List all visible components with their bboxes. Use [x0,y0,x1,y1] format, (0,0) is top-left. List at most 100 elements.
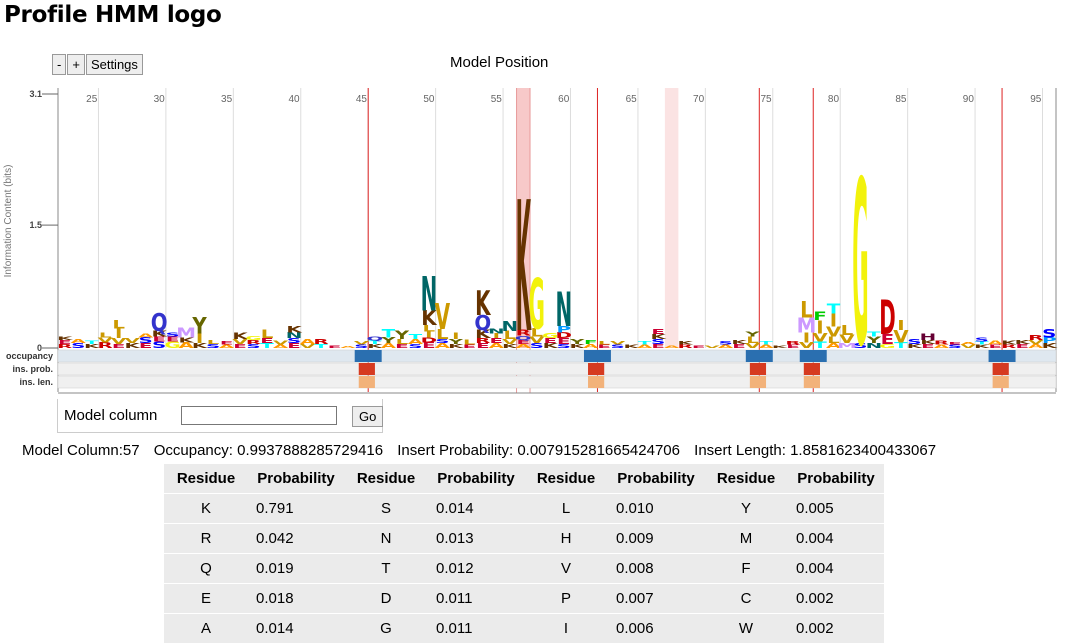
residue-glyph: A [664,345,679,349]
residue-glyph: F [584,339,598,346]
residue-glyph: S [975,336,989,343]
insert-probability-value: Insert Probability: 0.007915281665424706 [397,442,680,459]
residue-cell: H [524,524,608,554]
residue-glyph: R [785,341,800,346]
residue-glyph: T [85,340,99,345]
table-header-row: Residue Probability Residue Probability … [164,464,884,494]
residue-cell: D [344,584,428,614]
settings-button[interactable]: Settings [86,54,143,75]
x-tick-label: 45 [356,94,368,105]
insert-length-cell [359,376,375,388]
zoom-controls: - + Settings [52,54,144,75]
residue-glyph: L [261,328,274,341]
x-tick-label: 85 [895,94,907,105]
y-tick-label: 1.5 [29,220,42,230]
x-tick-label: 30 [154,94,166,105]
residue-cell: V [524,554,608,584]
residue-glyph: R [934,340,949,347]
row-band [58,376,1056,388]
residue-glyph: E [651,328,665,336]
residue-glyph: A [961,342,976,346]
residue-glyph: L [99,331,112,339]
x-tick-label: 40 [288,94,300,105]
x-tick-label: 95 [1030,94,1042,105]
insert-length-cell [588,376,604,388]
probability-cell: 0.009 [608,524,704,554]
residue-glyph: K [677,341,694,346]
residue-glyph: L [112,318,125,331]
residue-cell: K [164,494,248,524]
x-tick-label: 25 [86,94,98,105]
probability-cell: 0.019 [248,554,344,584]
occupancy-cell [800,350,827,362]
probability-cell: 0.042 [248,524,344,554]
go-button[interactable]: Go [352,406,383,427]
probability-cell: 0.004 [788,554,884,584]
insert-length-cell [993,376,1009,388]
residue-cell: Y [704,494,788,524]
highlight-column [665,88,678,348]
column-header: Probability [608,464,704,494]
residue-cell: N [344,524,428,554]
zoom-in-button[interactable]: + [67,54,85,75]
x-tick-label: 70 [693,94,705,105]
column-header: Probability [248,464,344,494]
row-label: ins. len. [19,377,53,387]
residue-glyph: I [897,317,904,333]
x-tick-label: 55 [491,94,503,105]
table-row: Q 0.019 T 0.012 V 0.008 F 0.004 [164,554,884,584]
zoom-out-button[interactable]: - [52,54,66,75]
x-tick-label: 90 [963,94,975,105]
probability-cell: 0.018 [248,584,344,614]
x-axis-title: Model Position [450,54,548,71]
probability-cell: 0.010 [608,494,704,524]
residue-glyph: E [220,341,234,346]
probability-cell: 0.004 [788,524,884,554]
probability-cell: 0.007 [608,584,704,614]
residue-glyph: A [340,346,355,349]
probability-cell: 0.012 [428,554,524,584]
model-column-label: Model column [64,407,157,424]
residue-glyph: L [800,296,813,322]
residue-glyph: E [328,345,342,349]
residue-glyph: E [692,345,706,349]
probability-table: Residue Probability Residue Probability … [164,464,884,643]
occupancy-cell [355,350,382,362]
insert-probability-cell [804,363,820,375]
row-label: occupancy [6,351,53,361]
column-header: Residue [344,464,428,494]
residue-cell: P [524,584,608,614]
residue-cell: L [524,494,608,524]
column-header: Residue [704,464,788,494]
residue-cell: F [704,554,788,584]
page-title: Profile HMM logo [4,2,222,28]
row-band [58,350,1056,362]
y-tick-label: 3.1 [29,89,42,99]
x-tick-label: 35 [221,94,233,105]
table-row: R 0.042 N 0.013 H 0.009 M 0.004 [164,524,884,554]
residue-cell: T [344,554,428,584]
probability-cell: 0.013 [428,524,524,554]
residue-cell: R [164,524,248,554]
residue-glyph: S [718,341,732,346]
model-column-input[interactable] [181,406,337,425]
residue-glyph: T [827,301,841,317]
x-tick-label: 60 [558,94,570,105]
residue-cell: C [704,584,788,614]
model-column-form: Model column Go [57,399,383,433]
insert-probability-cell [359,363,375,375]
column-info: Model Column:57 Occupancy: 0.99378882857… [22,442,946,459]
residue-glyph: N [555,282,572,338]
column-header: Probability [788,464,884,494]
residue-cell: E [164,584,248,614]
residue-glyph: T [638,341,652,346]
insert-length-value: Insert Length: 1.8581623400433067 [694,442,936,459]
residue-cell: Q [164,554,248,584]
row-label: ins. prob. [13,364,54,374]
x-tick-label: 80 [828,94,840,105]
occupancy-cell [584,350,611,362]
residue-glyph: K [286,324,303,334]
probability-cell: 0.011 [428,584,524,614]
residue-glyph: L [463,339,476,347]
